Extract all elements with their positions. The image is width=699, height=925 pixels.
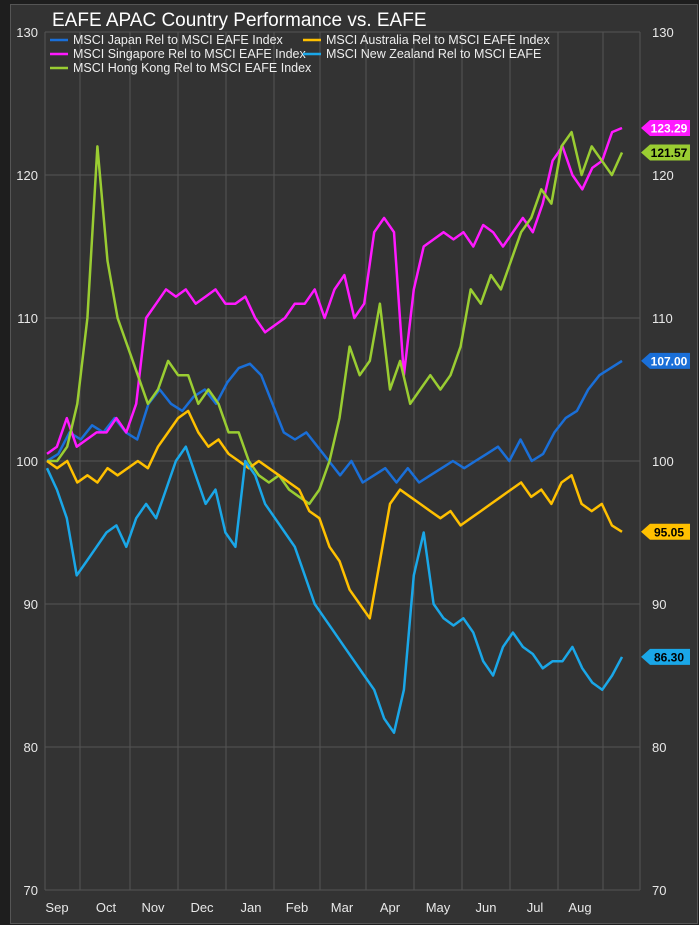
last-value-label: 95.05: [641, 523, 690, 540]
y-tick-label-left: 120: [16, 168, 38, 183]
series-line-3: [46, 409, 623, 620]
series-line-0: [46, 359, 623, 484]
y-axis-right: 70 80 90 100 110 120 130: [652, 25, 674, 898]
x-tick-label: Nov: [141, 900, 165, 915]
legend-item: MSCI New Zealand Rel to MSCI EAFE: [303, 47, 541, 61]
last-value-label: 86.30: [641, 648, 690, 665]
y-tick-label-left: 80: [24, 740, 38, 755]
legend-item: MSCI Japan Rel to MSCI EAFE Index: [50, 33, 284, 47]
y-axis-left: 70 80 90 100 110 120 130: [16, 25, 38, 898]
y-tick-label-left: 100: [16, 454, 38, 469]
x-axis: Sep Oct Nov Dec Jan Feb Mar Apr May Jun Jul Aug: [45, 900, 591, 915]
y-tick-label-left: 110: [17, 311, 38, 326]
x-tick-label: Feb: [286, 900, 308, 915]
gridlines: [44, 31, 641, 891]
value-badge-text: 121.57: [651, 146, 688, 160]
last-value-labels: 107.00 123.29 121.57 95.05 86.30: [641, 119, 690, 665]
x-tick-label: Mar: [331, 900, 354, 915]
x-tick-label: Sep: [45, 900, 68, 915]
y-tick-label-right: 100: [652, 454, 674, 469]
x-tick-label: Jun: [476, 900, 497, 915]
legend-label: MSCI Hong Kong Rel to MSCI EAFE Index: [73, 61, 312, 75]
x-tick-label: May: [426, 900, 451, 915]
last-value-label: 107.00: [641, 352, 690, 369]
y-tick-label-left: 130: [16, 25, 38, 40]
y-tick-label-right: 90: [652, 597, 666, 612]
value-badge-text: 95.05: [654, 525, 684, 539]
value-badge: [641, 144, 690, 161]
last-value-label: 123.29: [641, 119, 690, 136]
legend-item: MSCI Hong Kong Rel to MSCI EAFE Index: [50, 61, 312, 75]
y-tick-label-right: 120: [652, 168, 674, 183]
legend-label: MSCI New Zealand Rel to MSCI EAFE: [326, 47, 541, 61]
x-tick-label: Apr: [380, 900, 401, 915]
value-badge-text: 123.29: [651, 121, 688, 135]
value-badge: [641, 648, 690, 665]
y-tick-label-right: 80: [652, 740, 666, 755]
legend-item: MSCI Singapore Rel to MSCI EAFE Index: [50, 47, 306, 61]
legend-label: MSCI Singapore Rel to MSCI EAFE Index: [73, 47, 306, 61]
y-tick-label-right: 110: [652, 311, 673, 326]
y-tick-label-right: 70: [652, 883, 666, 898]
value-badge-text: 107.00: [651, 354, 688, 368]
value-badge: [641, 119, 690, 136]
value-badge: [641, 523, 690, 540]
x-tick-label: Aug: [568, 900, 591, 915]
x-tick-label: Jul: [527, 900, 544, 915]
series-line-4: [45, 445, 624, 734]
x-tick-label: Dec: [190, 900, 214, 915]
value-badge-text: 86.30: [654, 650, 684, 664]
value-badge: [641, 352, 690, 369]
legend-label: MSCI Japan Rel to MSCI EAFE Index: [73, 33, 284, 47]
y-tick-label-right: 130: [652, 25, 674, 40]
x-tick-label: Jan: [241, 900, 262, 915]
chart-title: EAFE APAC Country Performance vs. EAFE: [52, 10, 427, 31]
series-line-2: [47, 130, 624, 506]
legend-item: MSCI Australia Rel to MSCI EAFE Index: [303, 33, 550, 47]
last-value-label: 121.57: [641, 144, 690, 161]
y-tick-label-left: 90: [24, 597, 38, 612]
legend-label: MSCI Australia Rel to MSCI EAFE Index: [326, 33, 550, 47]
x-tick-label: Oct: [96, 900, 117, 915]
series-lines: [45, 126, 624, 734]
y-tick-label-left: 70: [24, 883, 38, 898]
series-line-1: [46, 126, 623, 455]
